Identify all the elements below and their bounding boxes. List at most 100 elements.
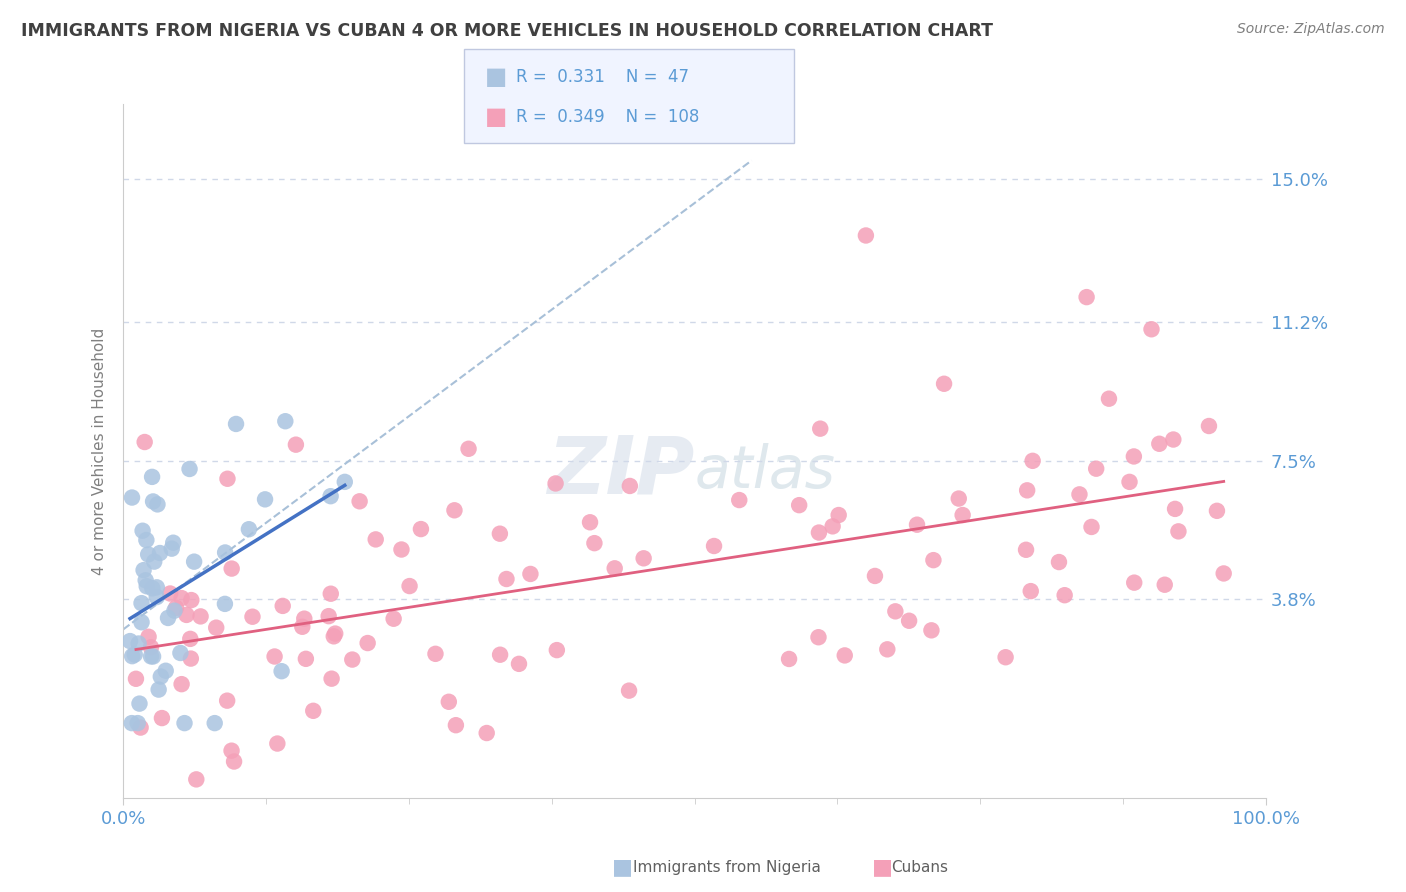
Point <box>319 489 342 503</box>
Point <box>295 652 318 666</box>
Point <box>141 470 163 484</box>
Point <box>583 536 606 550</box>
Text: ■: ■ <box>612 857 633 877</box>
Point <box>205 621 228 635</box>
Point <box>787 498 810 512</box>
Point <box>131 524 153 538</box>
Point <box>323 626 346 640</box>
Point <box>1164 502 1187 516</box>
Point <box>728 493 751 508</box>
Point <box>121 716 143 731</box>
Point <box>703 539 725 553</box>
Point <box>149 669 172 683</box>
Point <box>135 574 157 588</box>
Point <box>603 561 626 575</box>
Point <box>254 492 277 507</box>
Point <box>155 664 177 678</box>
Point <box>128 697 150 711</box>
Point <box>994 650 1017 665</box>
Point <box>162 535 184 549</box>
Point <box>170 677 193 691</box>
Text: Cubans: Cubans <box>891 860 949 874</box>
Point <box>619 479 641 493</box>
Point <box>129 721 152 735</box>
Point <box>135 533 157 547</box>
Point <box>131 596 153 610</box>
Point <box>242 609 264 624</box>
Point <box>173 716 195 731</box>
Point <box>884 604 907 618</box>
Point <box>457 442 479 456</box>
Point <box>1085 461 1108 475</box>
Point <box>1017 483 1039 498</box>
Point <box>444 718 467 732</box>
Point <box>139 640 162 655</box>
Point <box>495 572 517 586</box>
Point <box>1212 566 1234 581</box>
Point <box>855 228 877 243</box>
Point <box>807 630 830 644</box>
Point <box>808 422 831 436</box>
Point <box>263 649 285 664</box>
Point <box>319 587 342 601</box>
Point <box>270 664 292 678</box>
Point <box>179 632 201 646</box>
Point <box>302 704 325 718</box>
Point <box>221 561 243 575</box>
Text: ■: ■ <box>872 857 893 877</box>
Point <box>821 519 844 533</box>
Point <box>1053 588 1076 602</box>
Point <box>508 657 530 671</box>
Point <box>125 672 148 686</box>
Point <box>149 546 172 560</box>
Point <box>127 716 149 731</box>
Point <box>952 508 974 522</box>
Point <box>160 541 183 556</box>
Point <box>214 545 236 559</box>
Text: R =  0.349    N =  108: R = 0.349 N = 108 <box>516 108 699 126</box>
Point <box>364 533 387 547</box>
Point <box>898 614 921 628</box>
Point <box>519 566 541 581</box>
Point <box>1015 542 1038 557</box>
Point <box>321 672 343 686</box>
Point <box>217 693 239 707</box>
Point <box>342 652 364 666</box>
Point <box>186 772 208 787</box>
Point <box>443 503 465 517</box>
Point <box>118 634 141 648</box>
Point <box>135 579 157 593</box>
Point <box>920 624 942 638</box>
Point <box>778 652 800 666</box>
Point <box>932 376 955 391</box>
Point <box>633 551 655 566</box>
Point <box>1118 475 1140 489</box>
Point <box>121 491 143 505</box>
Point <box>131 615 153 630</box>
Point <box>132 563 155 577</box>
Point <box>148 682 170 697</box>
Point <box>156 611 179 625</box>
Point <box>322 629 344 643</box>
Point <box>617 683 640 698</box>
Text: ZIP: ZIP <box>547 433 695 511</box>
Point <box>145 590 167 604</box>
Point <box>180 651 202 665</box>
Point <box>382 612 405 626</box>
Point <box>150 711 173 725</box>
Point <box>409 522 432 536</box>
Point <box>1069 487 1091 501</box>
Text: Immigrants from Nigeria: Immigrants from Nigeria <box>633 860 821 874</box>
Point <box>284 438 307 452</box>
Point <box>214 597 236 611</box>
Point <box>163 604 186 618</box>
Point <box>828 508 851 522</box>
Point <box>398 579 420 593</box>
Text: atlas: atlas <box>695 443 835 500</box>
Point <box>333 475 356 489</box>
Point <box>425 647 447 661</box>
Point <box>292 612 315 626</box>
Point <box>190 609 212 624</box>
Point <box>1021 454 1043 468</box>
Point <box>221 744 243 758</box>
